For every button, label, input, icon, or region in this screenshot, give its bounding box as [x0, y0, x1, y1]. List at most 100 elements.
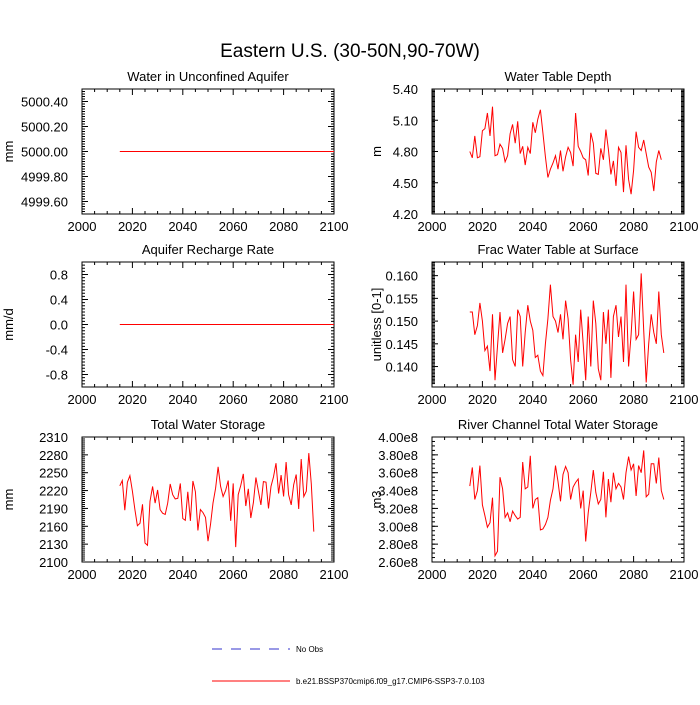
legend: No Obs b.e21.BSSP370cmip6.f09_g17.CMIP6-…	[212, 645, 485, 686]
legend-series-label: b.e21.BSSP370cmip6.f09_g17.CMIP6-SSP3-7.…	[296, 677, 485, 686]
frac-water-table-at-surface-ytick-label: 0.160	[385, 269, 418, 284]
legend-obs-label: No Obs	[296, 645, 323, 654]
water-in-unconfined-aquifer-ytick-label: 4999.60	[21, 195, 68, 210]
water-table-depth-ytick-label: 4.20	[393, 207, 418, 222]
river-channel-total-water-storage-ytick-label: 3.80e8	[378, 448, 418, 463]
water-in-unconfined-aquifer-xtick-label: 2080	[269, 219, 298, 234]
aquifer-recharge-rate-ylabel: mm/d	[1, 308, 16, 341]
water-table-depth-xtick-label: 2040	[518, 219, 547, 234]
total-water-storage-ylabel: mm	[1, 489, 16, 511]
water-table-depth-xtick-label: 2020	[468, 219, 497, 234]
river-channel-total-water-storage-ytick-label: 4.00e8	[378, 430, 418, 445]
river-channel-total-water-storage-ytick-label: 2.80e8	[378, 537, 418, 552]
panel-water-table-depth: Water Table Depth m 2000 2020 2040 2060 2080 21…	[369, 69, 698, 234]
frac-water-table-at-surface-xtick-label: 2100	[670, 392, 699, 407]
water-in-unconfined-aquifer-title: Water in Unconfined Aquifer	[127, 69, 289, 84]
water-in-unconfined-aquifer-ytick-label: 5000.20	[21, 120, 68, 135]
water-table-depth-series-line	[469, 106, 662, 195]
total-water-storage-ytick-label: 2130	[39, 537, 68, 552]
frac-water-table-at-surface-ytick-label: 0.145	[385, 337, 418, 352]
total-water-storage-ytick-label: 2190	[39, 501, 68, 516]
total-water-storage-ytick-label: 2280	[39, 448, 68, 463]
river-channel-total-water-storage-ytick-label: 3.00e8	[378, 519, 418, 534]
panel-water-in-unconfined-aquifer: Water in Unconfined Aquifer mm 2000 2020 204…	[1, 69, 348, 234]
total-water-storage-xtick-label: 2080	[269, 567, 298, 582]
water-in-unconfined-aquifer-ytick-label: 5000.40	[21, 95, 68, 110]
water-table-depth-xtick-label: 2100	[670, 219, 699, 234]
panel-frac-water-table-at-surface: Frac Water Table at Surface unitless [0-1…	[369, 242, 698, 407]
aquifer-recharge-rate-title: Aquifer Recharge Rate	[142, 242, 274, 257]
frac-water-table-at-surface-ytick-label: 0.150	[385, 314, 418, 329]
total-water-storage-title: Total Water Storage	[151, 417, 265, 432]
river-channel-total-water-storage-ytick-label: 3.60e8	[378, 466, 418, 481]
frac-water-table-at-surface-series-line	[469, 273, 665, 385]
total-water-storage-ytick-label: 2100	[39, 555, 68, 570]
water-table-depth-ytick-label: 5.40	[393, 82, 418, 97]
water-in-unconfined-aquifer-ylabel: mm	[1, 141, 16, 163]
frac-water-table-at-surface-title: Frac Water Table at Surface	[477, 242, 638, 257]
river-channel-total-water-storage-ytick-label: 3.20e8	[378, 501, 418, 516]
water-table-depth-title: Water Table Depth	[505, 69, 612, 84]
water-in-unconfined-aquifer-ytick-label: 4999.80	[21, 170, 68, 185]
river-channel-total-water-storage-ylabel: m3	[369, 490, 384, 508]
frac-water-table-at-surface-ytick-label: 0.140	[385, 360, 418, 375]
water-in-unconfined-aquifer-xtick-label: 2100	[320, 219, 349, 234]
river-channel-total-water-storage-title: River Channel Total Water Storage	[458, 417, 658, 432]
water-table-depth-xtick-label: 2080	[619, 219, 648, 234]
total-water-storage-ytick-label: 2160	[39, 519, 68, 534]
river-channel-total-water-storage-xtick-label: 2080	[619, 567, 648, 582]
frac-water-table-at-surface-xtick-label: 2080	[619, 392, 648, 407]
frac-water-table-at-surface-xtick-label: 2020	[468, 392, 497, 407]
panel-total-water-storage: Total Water Storage mm 2000 2020 2040 2060 208…	[1, 417, 348, 582]
aquifer-recharge-rate-ytick-label: -0.4	[46, 343, 68, 358]
total-water-storage-xtick-label: 2000	[68, 567, 97, 582]
river-channel-total-water-storage-xtick-label: 2100	[670, 567, 699, 582]
total-water-storage-xtick-label: 2020	[118, 567, 147, 582]
total-water-storage-xtick-label: 2060	[219, 567, 248, 582]
aquifer-recharge-rate-ytick-label: 0.4	[50, 293, 68, 308]
water-in-unconfined-aquifer-ytick-label: 5000.00	[21, 145, 68, 160]
river-channel-total-water-storage-xtick-label: 2040	[518, 567, 547, 582]
aquifer-recharge-rate-ytick-label: -0.8	[46, 368, 68, 383]
frac-water-table-at-surface-xtick-label: 2000	[418, 392, 447, 407]
water-table-depth-ylabel: m	[369, 146, 384, 157]
frac-water-table-at-surface-ylabel: unitless [0-1]	[369, 288, 384, 362]
aquifer-recharge-rate-xtick-label: 2000	[68, 392, 97, 407]
total-water-storage-xtick-label: 2040	[168, 567, 197, 582]
total-water-storage-ytick-label: 2220	[39, 484, 68, 499]
panel-aquifer-recharge-rate: Aquifer Recharge Rate mm/d 2000 2020 2040 206…	[1, 242, 348, 407]
aquifer-recharge-rate-xtick-label: 2100	[320, 392, 349, 407]
total-water-storage-xtick-label: 2100	[320, 567, 349, 582]
water-table-depth-xtick-label: 2000	[418, 219, 447, 234]
total-water-storage-ytick-label: 2250	[39, 466, 68, 481]
water-in-unconfined-aquifer-xtick-label: 2060	[219, 219, 248, 234]
aquifer-recharge-rate-xtick-label: 2020	[118, 392, 147, 407]
aquifer-recharge-rate-xtick-label: 2080	[269, 392, 298, 407]
aquifer-recharge-rate-ytick-label: 0.8	[50, 268, 68, 283]
river-channel-total-water-storage-ytick-label: 3.40e8	[378, 484, 418, 499]
water-in-unconfined-aquifer-xtick-label: 2040	[168, 219, 197, 234]
river-channel-total-water-storage-xtick-label: 2060	[569, 567, 598, 582]
aquifer-recharge-rate-xtick-label: 2040	[168, 392, 197, 407]
water-table-depth-ytick-label: 4.50	[393, 176, 418, 191]
water-in-unconfined-aquifer-xtick-label: 2000	[68, 219, 97, 234]
panels-group: Water in Unconfined Aquifer mm 2000 2020 204…	[1, 69, 698, 582]
frac-water-table-at-surface-ytick-label: 0.155	[385, 291, 418, 306]
total-water-storage-series-line	[119, 453, 315, 548]
river-channel-total-water-storage-xtick-label: 2000	[418, 567, 447, 582]
water-table-depth-xtick-label: 2060	[569, 219, 598, 234]
figure-title: Eastern U.S. (30-50N,90-70W)	[220, 41, 480, 62]
water-in-unconfined-aquifer-xtick-label: 2020	[118, 219, 147, 234]
water-table-depth-ytick-label: 5.10	[393, 113, 418, 128]
aquifer-recharge-rate-ytick-label: 0.0	[50, 318, 68, 333]
river-channel-total-water-storage-xtick-label: 2020	[468, 567, 497, 582]
total-water-storage-ytick-label: 2310	[39, 430, 68, 445]
water-table-depth-ytick-label: 4.80	[393, 145, 418, 160]
river-channel-total-water-storage-ytick-label: 2.60e8	[378, 555, 418, 570]
aquifer-recharge-rate-xtick-label: 2060	[219, 392, 248, 407]
frac-water-table-at-surface-xtick-label: 2060	[569, 392, 598, 407]
frac-water-table-at-surface-xtick-label: 2040	[518, 392, 547, 407]
